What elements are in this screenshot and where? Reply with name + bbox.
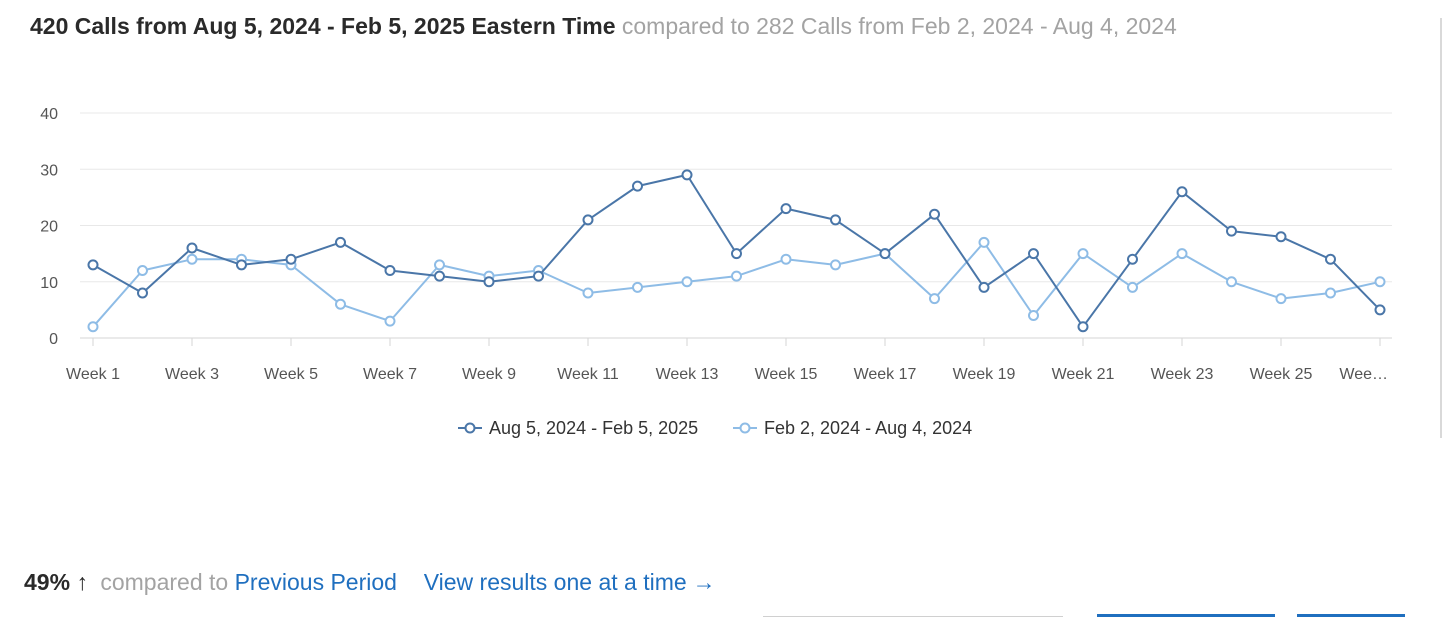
previous-period-link[interactable]: Previous Period xyxy=(234,569,397,595)
data-point[interactable] xyxy=(879,248,891,260)
data-point[interactable] xyxy=(1028,248,1039,260)
x-tick-label: Wee… xyxy=(1339,366,1388,383)
data-point[interactable] xyxy=(87,321,99,333)
legend-item-current[interactable]: Aug 5, 2024 - Feb 5, 2025 xyxy=(458,418,698,438)
chart-header: 420 Calls from Aug 5, 2024 - Feb 5, 2025… xyxy=(30,10,1177,42)
data-point[interactable] xyxy=(929,208,940,220)
data-point[interactable] xyxy=(1176,186,1188,198)
y-axis-ticks: 0 10 20 30 40 xyxy=(40,106,58,348)
x-tick-label: Week 23 xyxy=(1151,366,1214,383)
legend-marker xyxy=(464,422,476,434)
arrow-up-icon: ↑ xyxy=(76,569,88,595)
legend-item-previous[interactable]: Feb 2, 2024 - Aug 4, 2024 xyxy=(733,418,972,438)
data-point[interactable] xyxy=(186,253,198,265)
view-results-link[interactable]: View results one at a time → xyxy=(424,569,716,595)
x-tick-label: Week 11 xyxy=(557,366,619,383)
data-point[interactable] xyxy=(1077,248,1089,260)
data-point[interactable] xyxy=(830,259,841,271)
data-point[interactable] xyxy=(1374,304,1386,316)
x-tick-label: Week 7 xyxy=(363,366,417,383)
data-point[interactable] xyxy=(582,214,594,226)
data-point[interactable] xyxy=(483,276,495,288)
x-tick-label: Week 19 xyxy=(953,366,1016,383)
chart-legend: Aug 5, 2024 - Feb 5, 2025 Feb 2, 2024 - A… xyxy=(458,418,972,438)
data-point[interactable] xyxy=(681,169,693,181)
data-point[interactable] xyxy=(533,270,544,282)
data-point[interactable] xyxy=(582,287,594,299)
series-current-period xyxy=(87,169,1386,333)
y-tick-label: 20 xyxy=(40,219,58,236)
data-point[interactable] xyxy=(1226,276,1237,288)
x-tick-label: Week 17 xyxy=(854,366,917,383)
legend-marker xyxy=(739,422,751,434)
x-tick-label: Week 15 xyxy=(755,366,818,383)
x-tick-label: Week 1 xyxy=(66,366,120,383)
data-point[interactable] xyxy=(978,236,990,248)
x-axis-ticks: Week 1 Week 3 Week 5 Week 7 Week 9 Week 11 Wee… xyxy=(66,338,1388,383)
data-point[interactable] xyxy=(285,253,297,265)
data-point[interactable] xyxy=(731,248,742,260)
data-point[interactable] xyxy=(236,259,247,271)
data-point[interactable] xyxy=(978,281,990,293)
data-point[interactable] xyxy=(384,315,396,327)
data-point[interactable] xyxy=(1275,293,1287,305)
data-point[interactable] xyxy=(1176,248,1188,260)
chart-series xyxy=(87,169,1386,333)
data-point[interactable] xyxy=(335,298,346,310)
data-point[interactable] xyxy=(335,236,346,248)
data-point[interactable] xyxy=(681,276,693,288)
legend-label: Aug 5, 2024 - Feb 5, 2025 xyxy=(489,418,698,438)
y-tick-label: 30 xyxy=(40,162,58,179)
header-comparison-text: compared to 282 Calls from Feb 2, 2024 -… xyxy=(621,13,1177,39)
y-tick-label: 0 xyxy=(49,331,58,348)
data-point[interactable] xyxy=(1127,281,1138,293)
x-tick-label: Week 25 xyxy=(1250,366,1313,383)
x-tick-label: Week 3 xyxy=(165,366,219,383)
y-tick-label: 10 xyxy=(40,275,58,292)
right-divider xyxy=(1440,18,1442,438)
data-point[interactable] xyxy=(632,180,643,192)
data-point[interactable] xyxy=(1275,231,1287,243)
data-point[interactable] xyxy=(780,253,792,265)
bottom-button-primary[interactable] xyxy=(1097,614,1275,617)
x-tick-label: Week 5 xyxy=(264,366,318,383)
data-point[interactable] xyxy=(384,265,396,276)
data-point[interactable] xyxy=(830,214,841,226)
data-point[interactable] xyxy=(1374,276,1386,288)
calls-line-chart: 0 10 20 30 40 Week 1 Week 3 Week 5 Week 7 Week 9… xyxy=(40,106,1392,438)
data-point[interactable] xyxy=(1028,310,1039,321)
data-point[interactable] xyxy=(434,259,445,271)
view-results-link-label: View results one at a time xyxy=(423,569,687,595)
grid-lines xyxy=(80,112,1392,339)
x-tick-label: Week 13 xyxy=(656,366,719,383)
data-point[interactable] xyxy=(780,203,792,215)
data-point[interactable] xyxy=(87,259,99,271)
data-point[interactable] xyxy=(137,287,148,299)
data-point[interactable] xyxy=(1077,321,1089,333)
data-point[interactable] xyxy=(1325,287,1336,299)
bottom-button-secondary[interactable] xyxy=(1297,614,1405,617)
data-point[interactable] xyxy=(632,281,643,293)
data-point[interactable] xyxy=(137,265,148,276)
data-point[interactable] xyxy=(1127,253,1138,265)
x-tick-label: Week 21 xyxy=(1052,366,1115,383)
compared-to-label: compared to xyxy=(100,569,229,595)
footer-summary: 49% ↑ compared to Previous Period View r… xyxy=(24,566,716,598)
data-point[interactable] xyxy=(186,242,198,254)
legend-label: Feb 2, 2024 - Aug 4, 2024 xyxy=(764,418,972,438)
data-point[interactable] xyxy=(1325,253,1336,265)
arrow-right-icon: → xyxy=(692,569,716,595)
percent-change: 49% xyxy=(24,569,71,595)
data-point[interactable] xyxy=(731,270,742,282)
data-point[interactable] xyxy=(1226,225,1237,237)
data-point[interactable] xyxy=(929,293,940,305)
x-tick-label: Week 9 xyxy=(462,366,516,383)
header-main-title: 420 Calls from Aug 5, 2024 - Feb 5, 2025… xyxy=(30,13,616,39)
data-point[interactable] xyxy=(434,270,445,282)
y-tick-label: 40 xyxy=(40,106,58,123)
